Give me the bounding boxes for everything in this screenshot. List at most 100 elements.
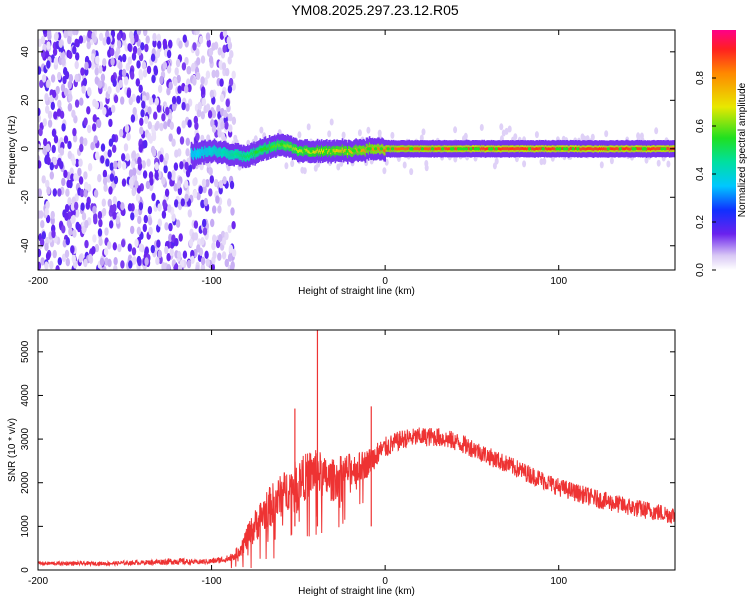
noise-speckle [166, 65, 172, 74]
trace-core [657, 147, 659, 150]
trace-core [527, 147, 529, 151]
trace-core [368, 145, 371, 149]
noise-speckle [164, 222, 169, 231]
noise-speckle [79, 136, 84, 145]
snr-plot [38, 330, 675, 569]
trace-core [609, 147, 611, 151]
trace-core [424, 147, 426, 151]
noise-speckle [41, 231, 46, 240]
noise-speckle [171, 172, 176, 181]
trace-accent [541, 147, 545, 151]
noise-speckle [112, 78, 117, 88]
noise-speckle [101, 207, 107, 217]
faint-speckle [421, 128, 426, 136]
trace-core [194, 152, 197, 156]
y-tick-label: 4000 [20, 384, 31, 407]
trace-core [603, 147, 605, 151]
trace-core [580, 147, 582, 151]
noise-speckle [151, 74, 156, 84]
noise-speckle [211, 109, 217, 119]
noise-speckle [217, 47, 222, 56]
trace-core [506, 147, 508, 151]
trace-core [253, 150, 255, 154]
noise-speckle [198, 35, 204, 44]
noise-speckle [68, 227, 73, 236]
trace-core [251, 151, 253, 155]
noise-speckle [135, 193, 141, 202]
noise-speckle [205, 258, 210, 267]
faint-speckle [336, 163, 341, 171]
noise-speckle [192, 189, 198, 199]
noise-speckle [201, 97, 207, 107]
noise-speckle [157, 249, 162, 259]
noise-speckle [47, 110, 53, 120]
noise-speckle [231, 70, 236, 80]
trace-core [437, 147, 440, 150]
trace-core [279, 143, 281, 147]
noise-speckle [102, 37, 107, 46]
noise-speckle [61, 123, 66, 132]
noise-speckle [171, 96, 177, 105]
trace-core [525, 147, 527, 151]
noise-speckle [157, 84, 163, 94]
trace-accent [565, 147, 569, 151]
trace-core [228, 153, 230, 157]
trace-core [254, 153, 256, 157]
trace-core [284, 144, 287, 148]
trace-core [316, 148, 319, 152]
trace-core [502, 147, 504, 150]
trace-core [398, 147, 400, 151]
noise-speckle [224, 121, 229, 130]
noise-speckle [173, 77, 178, 87]
trace-core [219, 150, 222, 153]
y-tick-label: 40 [20, 46, 31, 58]
trace-core [509, 147, 511, 150]
trace-core [291, 147, 294, 151]
trace-core [508, 147, 510, 151]
noise-speckle [211, 124, 217, 133]
noise-speckle [75, 52, 80, 61]
noise-speckle [63, 30, 68, 39]
noise-speckle [147, 206, 153, 215]
noise-speckle [97, 80, 103, 89]
trace-core [193, 150, 196, 154]
noise-speckle [49, 171, 54, 180]
trace-accent [309, 149, 313, 153]
trace-core [266, 147, 269, 151]
trace-core [222, 151, 224, 155]
trace-core [480, 147, 482, 151]
noise-speckle [163, 164, 168, 174]
trace-core [371, 147, 374, 151]
noise-speckle [55, 85, 60, 95]
noise-speckle [155, 256, 160, 266]
trace-core [418, 147, 421, 151]
trace-core [656, 147, 658, 151]
heatmap-plot [38, 30, 675, 270]
trace-accent [451, 147, 455, 151]
noise-speckle [184, 193, 189, 202]
noise-speckle [181, 62, 187, 71]
noise-speckle [66, 179, 71, 188]
noise-speckle [86, 106, 91, 115]
trace-accent [324, 149, 328, 153]
noise-speckle [227, 253, 233, 262]
noise-speckle [67, 220, 73, 230]
noise-speckle [217, 129, 222, 138]
noise-speckle [179, 136, 185, 145]
noise-speckle [144, 115, 149, 125]
faint-speckle [382, 167, 387, 175]
trace-core [229, 153, 231, 157]
trace-core [232, 153, 234, 157]
trace-core [511, 147, 514, 150]
noise-speckle [46, 79, 51, 88]
trace-core [615, 147, 618, 150]
trace-accent [430, 147, 435, 151]
noise-speckle [184, 179, 189, 189]
trace-core [282, 143, 284, 147]
noise-speckle [168, 133, 173, 142]
noise-speckle [87, 87, 92, 96]
trace-core [336, 149, 339, 152]
trace-core [231, 153, 233, 157]
noise-speckle [147, 217, 153, 226]
noise-speckle [38, 114, 41, 123]
